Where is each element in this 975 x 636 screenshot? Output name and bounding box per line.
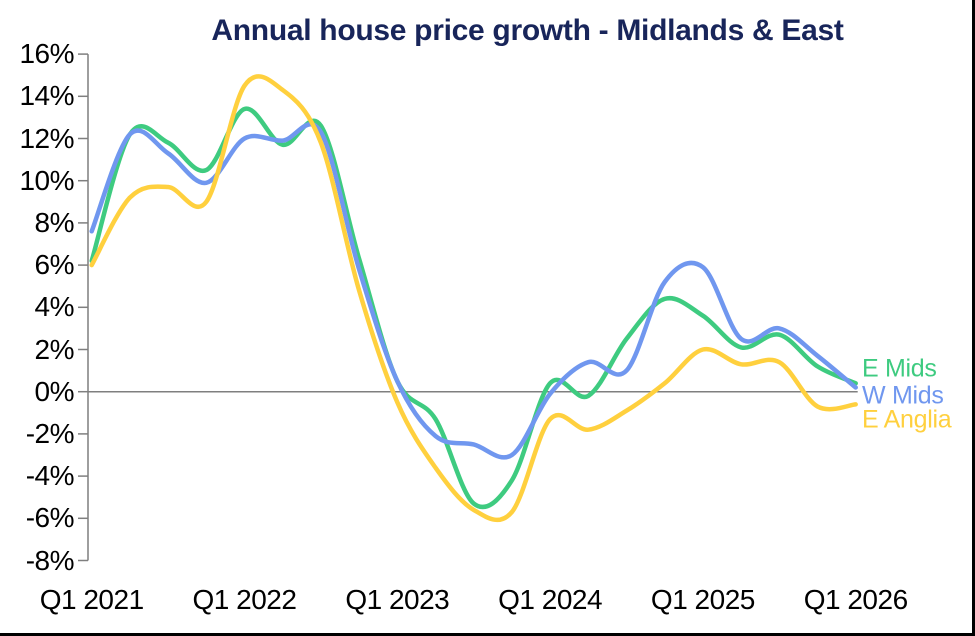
y-axis-tick-label: 10%	[19, 164, 74, 196]
series-line-e-anglia	[89, 74, 858, 523]
y-axis-tick-label: -8%	[25, 544, 75, 576]
y-axis-tick-label: -6%	[25, 502, 75, 534]
y-axis-tick-label: 4%	[34, 291, 75, 323]
x-axis-tick-label: Q1 2021	[39, 584, 144, 615]
y-axis-tick-label: -2%	[25, 417, 75, 449]
y-axis-tick-label: 16%	[19, 38, 74, 70]
figure-border-right	[972, 0, 975, 636]
figure-border-bottom	[0, 633, 975, 636]
series-line-e-mids	[89, 106, 858, 510]
y-axis-tick-label: 14%	[19, 80, 74, 112]
legend-label-e-anglia: E Anglia	[862, 405, 952, 434]
legend-label-w-mids: W Mids	[862, 381, 944, 410]
y-axis-tick-label: 2%	[34, 333, 75, 365]
x-axis-tick-label: Q1 2022	[192, 584, 297, 615]
x-axis-tick-label: Q1 2025	[650, 584, 755, 615]
y-axis-tick-label: -4%	[25, 460, 75, 492]
legend-label-e-mids: E Mids	[862, 354, 937, 383]
y-axis-tick-label: 8%	[34, 206, 75, 238]
x-axis-tick-label: Q1 2024	[498, 584, 603, 615]
series-line-w-mids	[89, 122, 858, 460]
x-axis-tick-label: Q1 2026	[803, 584, 908, 615]
x-axis-tick-label: Q1 2023	[345, 584, 450, 615]
y-axis-tick-label: 0%	[34, 375, 75, 407]
y-axis-tick-label: 12%	[19, 122, 74, 154]
y-axis-tick-label: 6%	[34, 249, 75, 281]
chart-title: Annual house price growth - Midlands & E…	[211, 14, 844, 47]
